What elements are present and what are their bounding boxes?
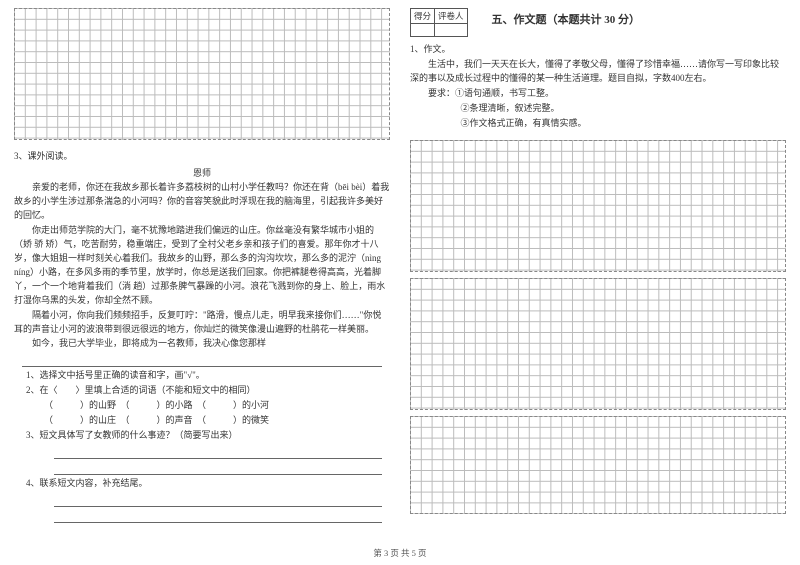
req-1: ①语句通顺，书写工整。 — [455, 88, 554, 98]
score-table: 得分 评卷人 — [410, 8, 468, 37]
reading-p1: 亲爱的老师，你还在我故乡那长着许多荔枝树的山村小学任教吗？你还在背（bēi bè… — [14, 181, 390, 223]
answer-grid-top — [14, 8, 390, 140]
sub-q1: 1、选择文中括号里正确的读音和字，画"√"。 — [26, 369, 390, 383]
grader-label-cell: 评卷人 — [435, 9, 468, 24]
req-2: ②条理清晰，叙述完整。 — [438, 102, 786, 116]
fill-line-q4b[interactable] — [54, 509, 382, 523]
sub-questions: 1、选择文中括号里正确的读音和字，画"√"。 2、在〈 〉里填上合适的词语（不能… — [14, 369, 390, 523]
fill-line-q3b[interactable] — [54, 461, 382, 475]
q3-label: 3、课外阅读。 — [14, 150, 390, 164]
page-footer: 第 3 页 共 5 页 — [0, 547, 800, 559]
grader-value-cell[interactable] — [435, 24, 468, 37]
sub-q4: 4、联系短文内容，补充结尾。 — [26, 477, 390, 491]
sub-q2a: 2、在〈 〉里填上合适的词语（不能和短文中的相同） — [26, 384, 390, 398]
fill-line-p4[interactable] — [22, 353, 382, 367]
sub-q2c: （ ）的山庄 （ ）的声音 （ ）的微笑 — [26, 414, 390, 428]
sub-q2b: （ ）的山野 （ ）的小路 （ ）的小河 — [26, 399, 390, 413]
section-header: 得分 评卷人 五、作文题（本题共计 30 分） — [410, 8, 786, 37]
right-column: 得分 评卷人 五、作文题（本题共计 30 分） 1、作文。 生活中，我们一天天在… — [400, 0, 800, 540]
sub-q3: 3、短文具体写了女教师的什么事迹？（简要写出来） — [26, 429, 390, 443]
left-column: 3、课外阅读。 恩师 亲爱的老师，你还在我故乡那长着许多荔枝树的山村小学任教吗？… — [0, 0, 400, 540]
fill-line-q3a[interactable] — [54, 445, 382, 459]
essay-number: 1、作文。 — [410, 43, 786, 57]
essay-requirements: 要求：①语句通顺，书写工整。 — [410, 87, 786, 101]
score-value-cell[interactable] — [411, 24, 435, 37]
reading-p2: 你走出师范学院的大门，毫不犹豫地踏进我们偏远的山庄。你丝毫没有繁华城市小姐的（娇… — [14, 224, 390, 308]
essay-prompt: 生活中，我们一天天在长大，懂得了孝敬父母，懂得了珍惜幸福……请你写一写印象比较深… — [410, 58, 786, 86]
reading-title: 恩师 — [14, 165, 390, 181]
section-title: 五、作文题（本题共计 30 分） — [474, 8, 641, 27]
req-label: 要求： — [428, 88, 455, 98]
reading-p4: 如今，我已大学毕业，即将成为一名教师，我决心像您那样 — [14, 337, 390, 351]
score-label-cell: 得分 — [411, 9, 435, 24]
essay-grid-1[interactable] — [410, 140, 786, 272]
reading-p3: 隔着小河，你向我们频频招手，反复叮咛："路滑，慢点儿走，明早我来接你们……"你悦… — [14, 309, 390, 337]
reading-p4-prefix: 如今，我已大学毕业，即将成为一名教师，我决心像您那样 — [32, 338, 266, 348]
fill-line-q4a[interactable] — [54, 493, 382, 507]
essay-grid-3[interactable] — [410, 416, 786, 514]
essay-grid-2[interactable] — [410, 278, 786, 410]
req-3: ③作文格式正确，有真情实感。 — [438, 117, 786, 131]
